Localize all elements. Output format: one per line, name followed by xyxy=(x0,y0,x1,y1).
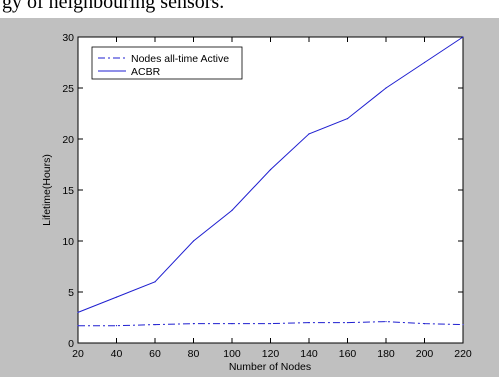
x-axis-label: Number of Nodes xyxy=(229,361,311,373)
data-point xyxy=(269,169,272,171)
x-tick-label: 140 xyxy=(300,348,318,360)
data-point xyxy=(308,322,310,324)
data-point xyxy=(154,324,156,326)
data-point xyxy=(115,296,118,298)
x-tick-label: 60 xyxy=(149,348,161,360)
data-point xyxy=(346,118,349,120)
series-line-nodes-all-time-active xyxy=(78,321,464,327)
data-point xyxy=(231,323,233,325)
caption-text: gy of neighbouring sensors. xyxy=(2,0,225,13)
data-point xyxy=(231,209,233,211)
x-tick-label: 220 xyxy=(454,348,472,360)
data-point xyxy=(346,322,349,324)
data-point xyxy=(308,133,310,135)
series-group xyxy=(77,36,464,327)
x-tick-label: 180 xyxy=(377,348,395,360)
data-point xyxy=(462,36,464,38)
plot-area xyxy=(77,36,464,344)
legend: Nodes all-time Active ACBR xyxy=(91,46,243,80)
x-tick-label: 80 xyxy=(188,348,200,360)
data-point xyxy=(423,323,426,325)
y-tick-label: 20 xyxy=(62,134,74,146)
x-tick-label: 20 xyxy=(72,348,84,360)
y-tick-label: 0 xyxy=(68,338,74,350)
x-tick-label: 120 xyxy=(262,348,280,360)
legend-box xyxy=(91,46,243,80)
data-point xyxy=(77,325,79,327)
y-tick-label: 10 xyxy=(62,236,74,248)
y-tick-label: 30 xyxy=(62,32,74,44)
data-point xyxy=(192,323,195,325)
data-point xyxy=(423,61,426,64)
y-axis-label: Lifetime(Hours) xyxy=(41,154,53,226)
data-point xyxy=(462,324,464,326)
legend-label-nodes-all-time-active: Nodes all-time Active xyxy=(131,53,229,65)
x-tick-label: 160 xyxy=(339,348,357,360)
y-tick-label: 5 xyxy=(68,287,74,299)
data-point xyxy=(77,311,79,313)
y-tick-label: 15 xyxy=(62,185,74,197)
x-tick-label: 40 xyxy=(111,348,123,360)
caption-strip: gy of neighbouring sensors. xyxy=(0,0,499,18)
data-point xyxy=(269,323,272,325)
data-point xyxy=(154,281,156,283)
tick-group: 20 40 60 80 100 120 140 160 180 200 220 0 5 10 15 20 25 3… xyxy=(62,32,472,360)
x-tick-label: 200 xyxy=(416,348,434,360)
y-tick-label: 25 xyxy=(62,83,74,95)
data-point xyxy=(192,240,195,242)
x-tick-label: 100 xyxy=(223,348,241,360)
data-point xyxy=(385,320,387,323)
data-point xyxy=(385,87,387,89)
data-point xyxy=(115,325,118,327)
legend-label-acbr: ACBR xyxy=(131,66,161,78)
